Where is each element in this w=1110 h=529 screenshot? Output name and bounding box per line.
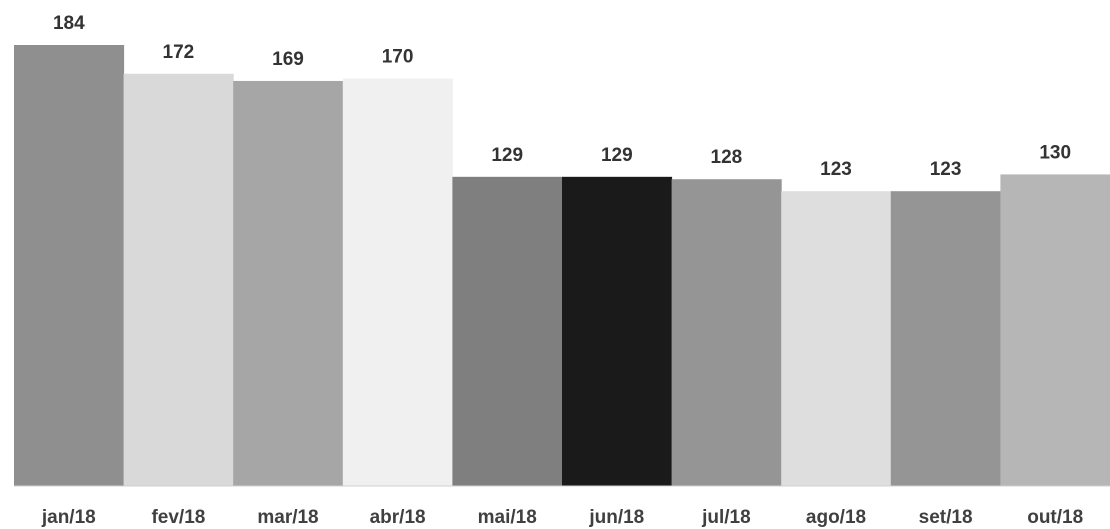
bar-abr-18 <box>342 78 453 487</box>
x-tick-label: jan/18 <box>41 507 96 528</box>
data-label: 129 <box>491 145 523 166</box>
x-tick-label: set/18 <box>919 507 973 528</box>
x-tick-label: abr/18 <box>370 507 426 528</box>
value-labels-layer: 184 172 169 170 129 129 128 123 123 130 <box>53 13 1071 180</box>
x-tick-label: mar/18 <box>257 507 318 528</box>
data-label: 169 <box>272 49 304 70</box>
x-tick-label: fev/18 <box>151 507 205 528</box>
bar-jan-18 <box>14 45 125 486</box>
data-label: 129 <box>601 145 633 166</box>
data-label: 123 <box>930 159 962 180</box>
data-label: 170 <box>382 47 414 68</box>
bar-mai-18 <box>452 176 563 486</box>
data-label: 128 <box>711 147 743 168</box>
bar-ago-18 <box>781 191 892 486</box>
data-label: 130 <box>1039 142 1071 163</box>
x-tick-label: out/18 <box>1027 507 1083 528</box>
data-label: 123 <box>820 159 852 180</box>
data-label: 184 <box>53 13 85 34</box>
category-labels-layer: jan/18 fev/18 mar/18 abr/18 mai/18 jun/18 jul/… <box>41 507 1083 528</box>
bar-mar-18 <box>233 80 344 486</box>
x-tick-label: mai/18 <box>478 507 537 528</box>
x-tick-label: jun/18 <box>588 507 644 528</box>
bar-fev-18 <box>123 73 234 486</box>
bar-jul-18 <box>671 179 782 486</box>
x-tick-label: ago/18 <box>806 507 866 528</box>
bar-jun-18 <box>562 176 673 486</box>
x-tick-label: jul/18 <box>701 507 751 528</box>
data-label: 172 <box>163 42 195 63</box>
bars-layer <box>14 45 1110 487</box>
bar-set-18 <box>890 191 1001 486</box>
bar-out-18 <box>1000 174 1110 487</box>
